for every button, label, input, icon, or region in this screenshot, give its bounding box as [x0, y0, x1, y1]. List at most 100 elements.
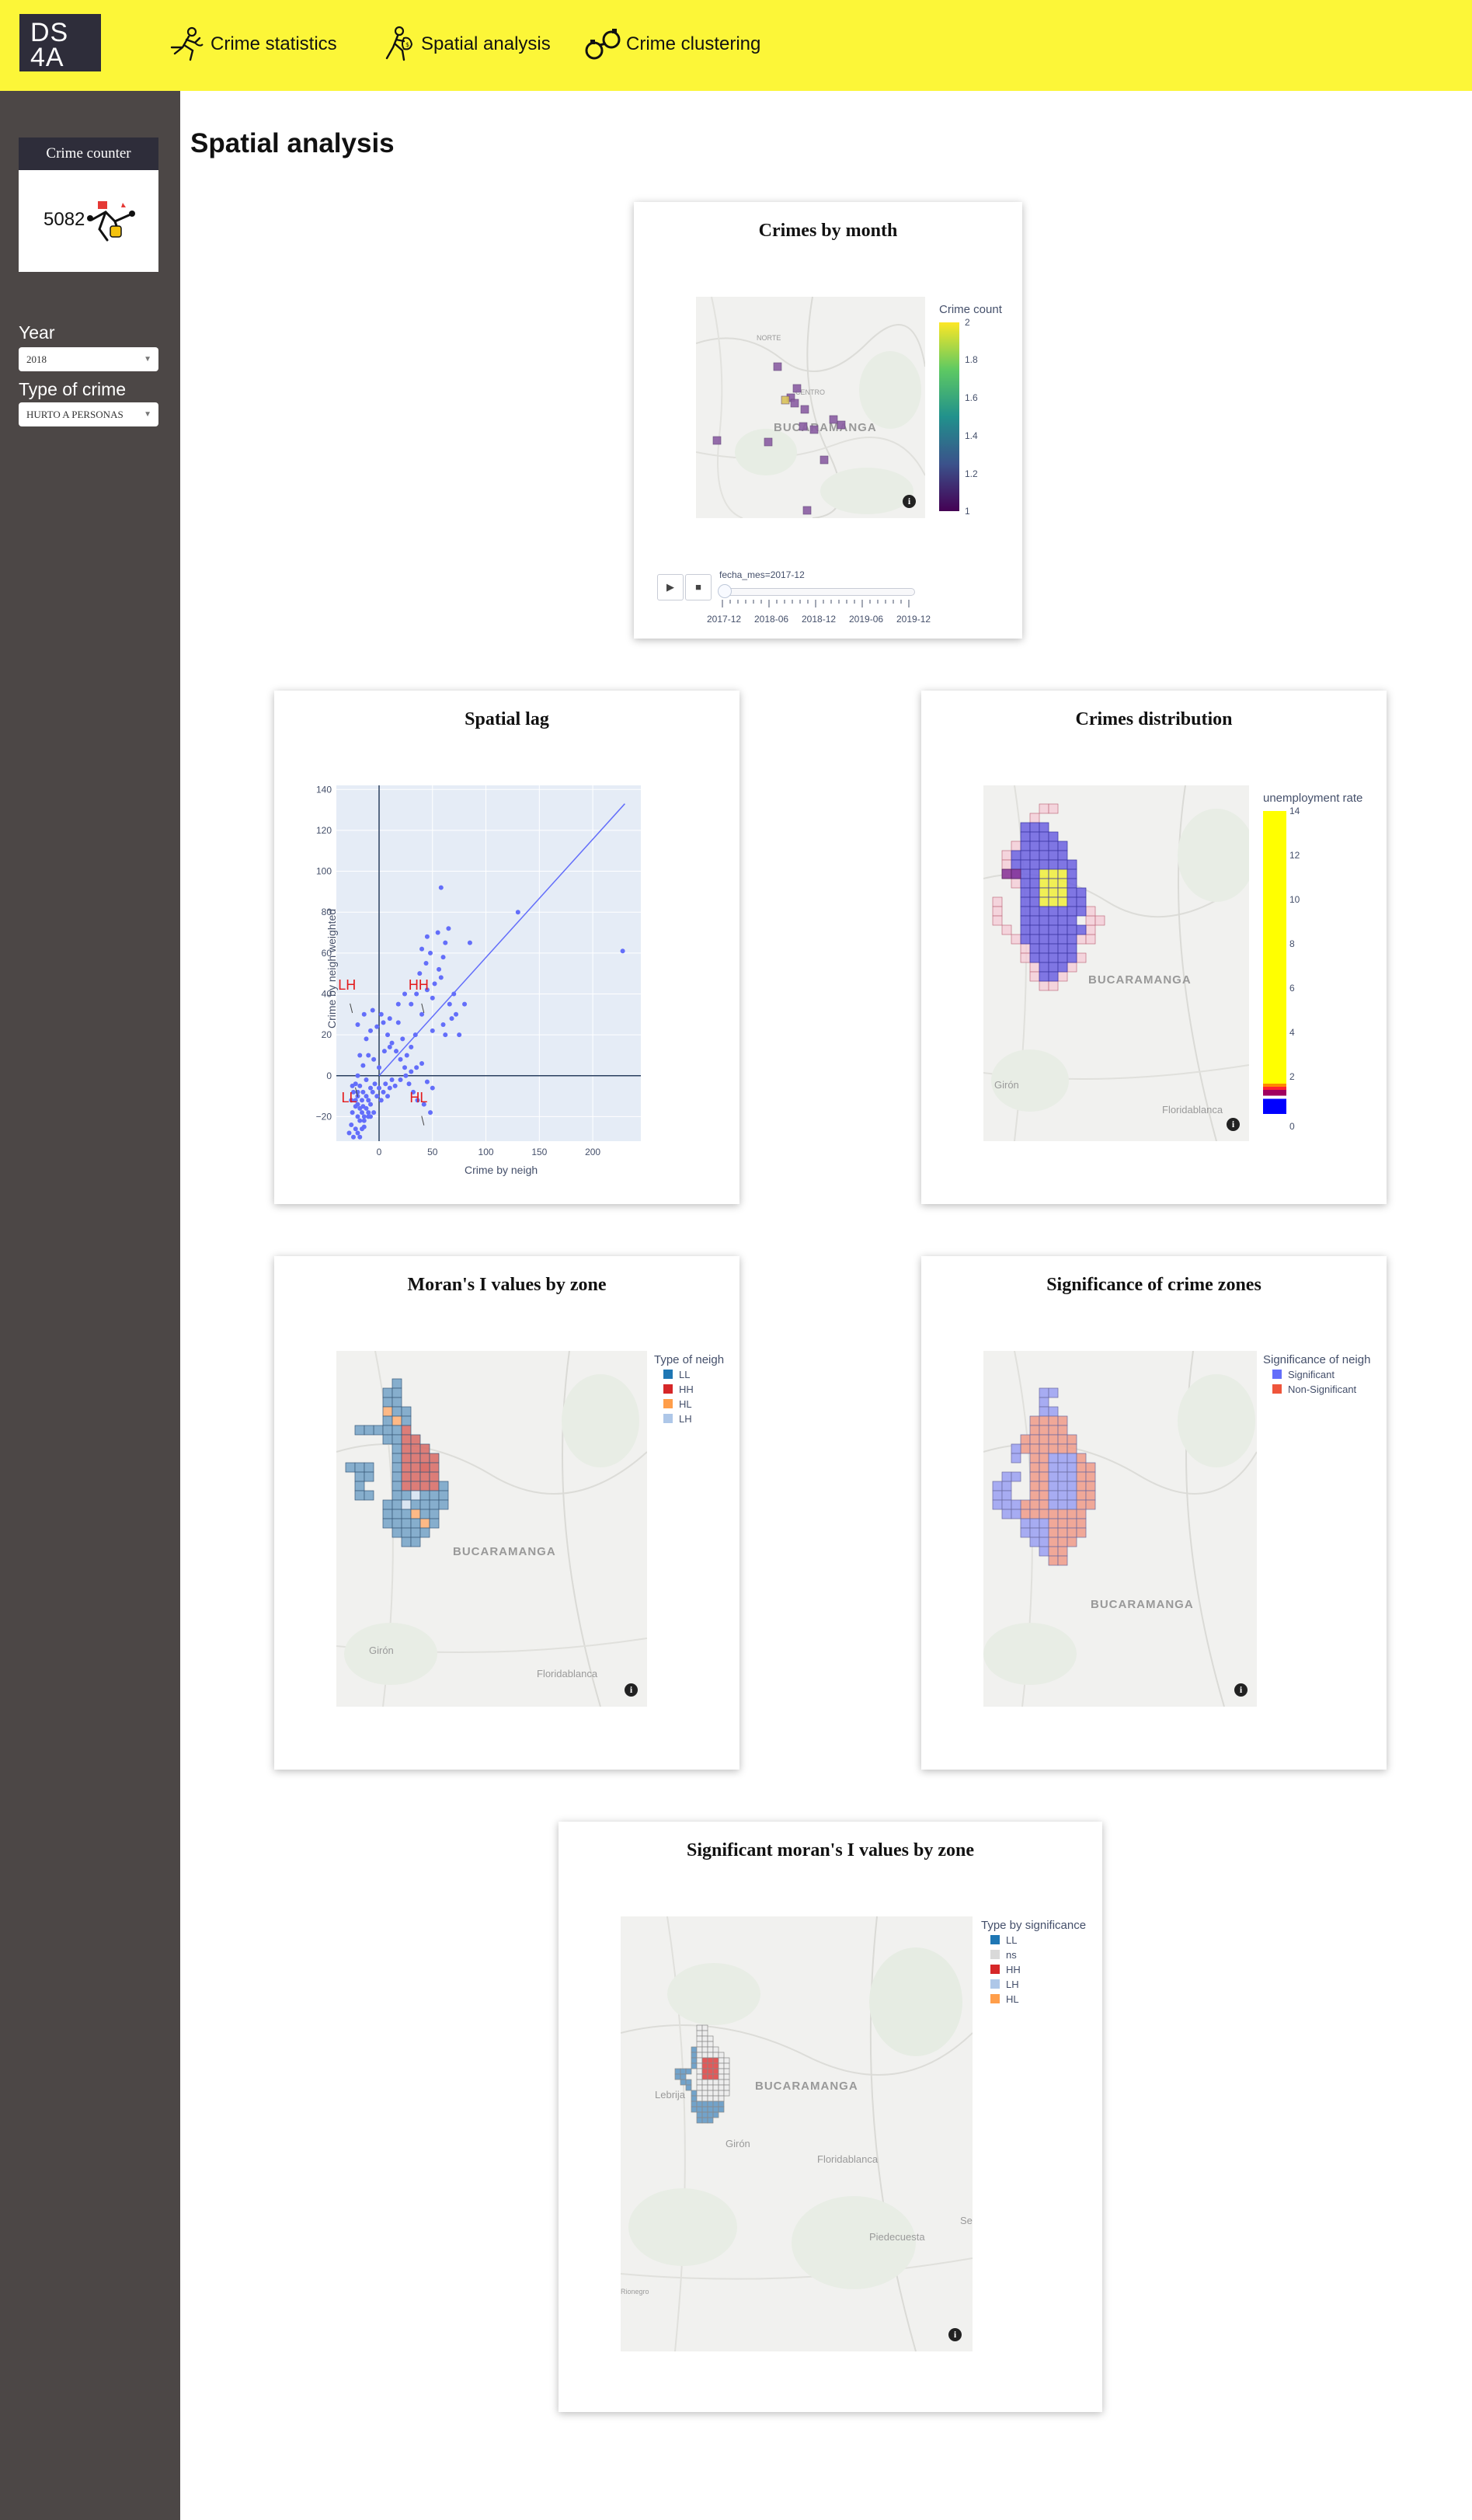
grid-cells-layer: [992, 1387, 1096, 1566]
grid-cell: [419, 1509, 430, 1519]
grid-cell: [1020, 906, 1031, 917]
crime-counter-card: Crime counter 5082: [19, 137, 158, 272]
scatter-point: [364, 1077, 369, 1083]
date-slider-track[interactable]: [719, 588, 915, 596]
grid-cell: [419, 1443, 430, 1454]
grid-cell: [1057, 1490, 1068, 1501]
grid-cell: [723, 2073, 730, 2080]
legend-item-hh[interactable]: HH: [663, 1384, 694, 1395]
grid-cell: [1057, 952, 1068, 963]
grid-cell: [1076, 1471, 1087, 1482]
stop-button[interactable]: ■: [685, 574, 712, 600]
scatter-point: [406, 1081, 412, 1087]
nav-spatial-analysis[interactable]: $ Spatial analysis: [378, 25, 551, 64]
scatter-point: [424, 1079, 430, 1084]
info-icon[interactable]: i: [903, 495, 916, 508]
legend-item-lh[interactable]: LH: [990, 1979, 1019, 1990]
legend-item-hh[interactable]: HH: [990, 1964, 1021, 1975]
grid-cell: [429, 1453, 440, 1464]
scatter-point: [467, 940, 472, 945]
map-background: [621, 1916, 973, 2351]
grid-cell: [391, 1509, 402, 1519]
grid-cell: [707, 2106, 714, 2113]
legend-item-ns[interactable]: ns: [990, 1949, 1017, 1961]
grid-cell: [1048, 962, 1059, 973]
grid-cell: [701, 2106, 708, 2113]
legend-item-non-significant[interactable]: Non-Significant: [1272, 1384, 1356, 1395]
grid-cell: [1048, 1443, 1059, 1454]
play-button[interactable]: ▶: [657, 574, 684, 600]
significance-map[interactable]: BUCARAMANGA i: [983, 1351, 1257, 1707]
year-select[interactable]: 2018 ▼: [19, 347, 158, 371]
legend-item-hl[interactable]: HL: [990, 1993, 1019, 2005]
legend-item-hl[interactable]: HL: [663, 1398, 692, 1410]
scatter-point: [449, 1016, 454, 1022]
grid-cell: [1048, 906, 1059, 917]
grid-cell: [1048, 1434, 1059, 1445]
scatter-point: [381, 1089, 386, 1095]
crimes-by-month-map[interactable]: NORTE CENTRO BUCARAMANGA i: [696, 297, 925, 518]
card-title: Crimes distribution: [1075, 709, 1233, 729]
crime-point: [800, 405, 809, 414]
grid-cell: [712, 2079, 719, 2086]
legend-item-lh[interactable]: LH: [663, 1413, 692, 1425]
crime-type-select[interactable]: HURTO A PERSONAS ▼: [19, 402, 158, 426]
grid-cell: [1029, 934, 1040, 945]
grid-cell: [419, 1462, 430, 1473]
year-label: Year: [19, 322, 55, 343]
scatter-point: [415, 1098, 420, 1103]
legend-label: HH: [1006, 1964, 1021, 1975]
legend-item-significant[interactable]: Significant: [1272, 1369, 1335, 1380]
morans-i-card: Moran's I values by zone BUCARAMANGA Gir…: [274, 1256, 739, 1770]
scatter-point: [438, 975, 444, 980]
grid-cell: [685, 2068, 692, 2075]
morans-i-map[interactable]: BUCARAMANGA Girón Floridablanca i: [336, 1351, 647, 1707]
scatter-point: [440, 955, 446, 960]
grid-cell: [1011, 1471, 1021, 1482]
x-tick-label: 100: [478, 1147, 494, 1157]
grid-cell: [685, 2079, 692, 2086]
grid-cell: [1076, 1527, 1087, 1538]
crimes-distribution-map[interactable]: BUCARAMANGA Girón Floridablanca i: [983, 785, 1249, 1141]
grid-cell: [1085, 906, 1096, 917]
grid-cell: [707, 2035, 714, 2042]
card-title: Spatial lag: [465, 709, 549, 729]
nav-crime-statistics[interactable]: Crime statistics: [167, 25, 337, 64]
grid-cell: [1011, 859, 1021, 870]
grid-cell: [701, 2101, 708, 2108]
grid-cell: [723, 2090, 730, 2097]
info-icon[interactable]: i: [1234, 1683, 1248, 1697]
grid-cell: [718, 2106, 725, 2113]
grid-cell: [1085, 1490, 1096, 1501]
grid-cell: [429, 1499, 440, 1510]
colorbar-tick: 2: [1289, 1071, 1295, 1082]
grid-cell: [701, 2024, 708, 2031]
scatter-point: [395, 1020, 401, 1025]
grid-cell: [691, 2095, 698, 2102]
info-icon[interactable]: i: [1227, 1118, 1240, 1131]
spatial-lag-scatter[interactable]: 0 50 100 150 200 −20 0 20 40 60 80 100 120 140 LH HH LL H…: [274, 691, 739, 1204]
grid-cell: [1001, 1490, 1012, 1501]
nav-crime-clustering[interactable]: Crime clustering: [583, 25, 760, 64]
grid-cell: [1048, 1499, 1059, 1510]
grid-cell: [419, 1527, 430, 1538]
grid-cell: [429, 1462, 440, 1473]
info-icon[interactable]: i: [948, 2328, 962, 2341]
legend-item-ll[interactable]: LL: [663, 1369, 690, 1380]
scatter-point: [351, 1089, 357, 1095]
page-title: Spatial analysis: [190, 128, 395, 158]
scatter-point: [417, 971, 423, 976]
grid-cell: [1029, 943, 1040, 954]
legend-item-ll[interactable]: LL: [990, 1934, 1017, 1946]
colorbar-tick: 1.4: [965, 430, 978, 441]
scatter-point: [385, 1094, 391, 1099]
grid-cell: [691, 2106, 698, 2113]
info-icon[interactable]: i: [625, 1683, 638, 1697]
map-label-piedecuesta: Piedecuesta: [869, 2231, 925, 2243]
grid-cell: [382, 1518, 393, 1529]
ds4a-logo[interactable]: DS 4A: [19, 14, 101, 71]
grid-cell: [391, 1378, 402, 1389]
significant-morans-map[interactable]: BUCARAMANGA Lebrija Girón Floridablanca …: [621, 1916, 973, 2351]
date-slider-handle[interactable]: [718, 584, 732, 598]
grid-cell: [1020, 915, 1031, 926]
